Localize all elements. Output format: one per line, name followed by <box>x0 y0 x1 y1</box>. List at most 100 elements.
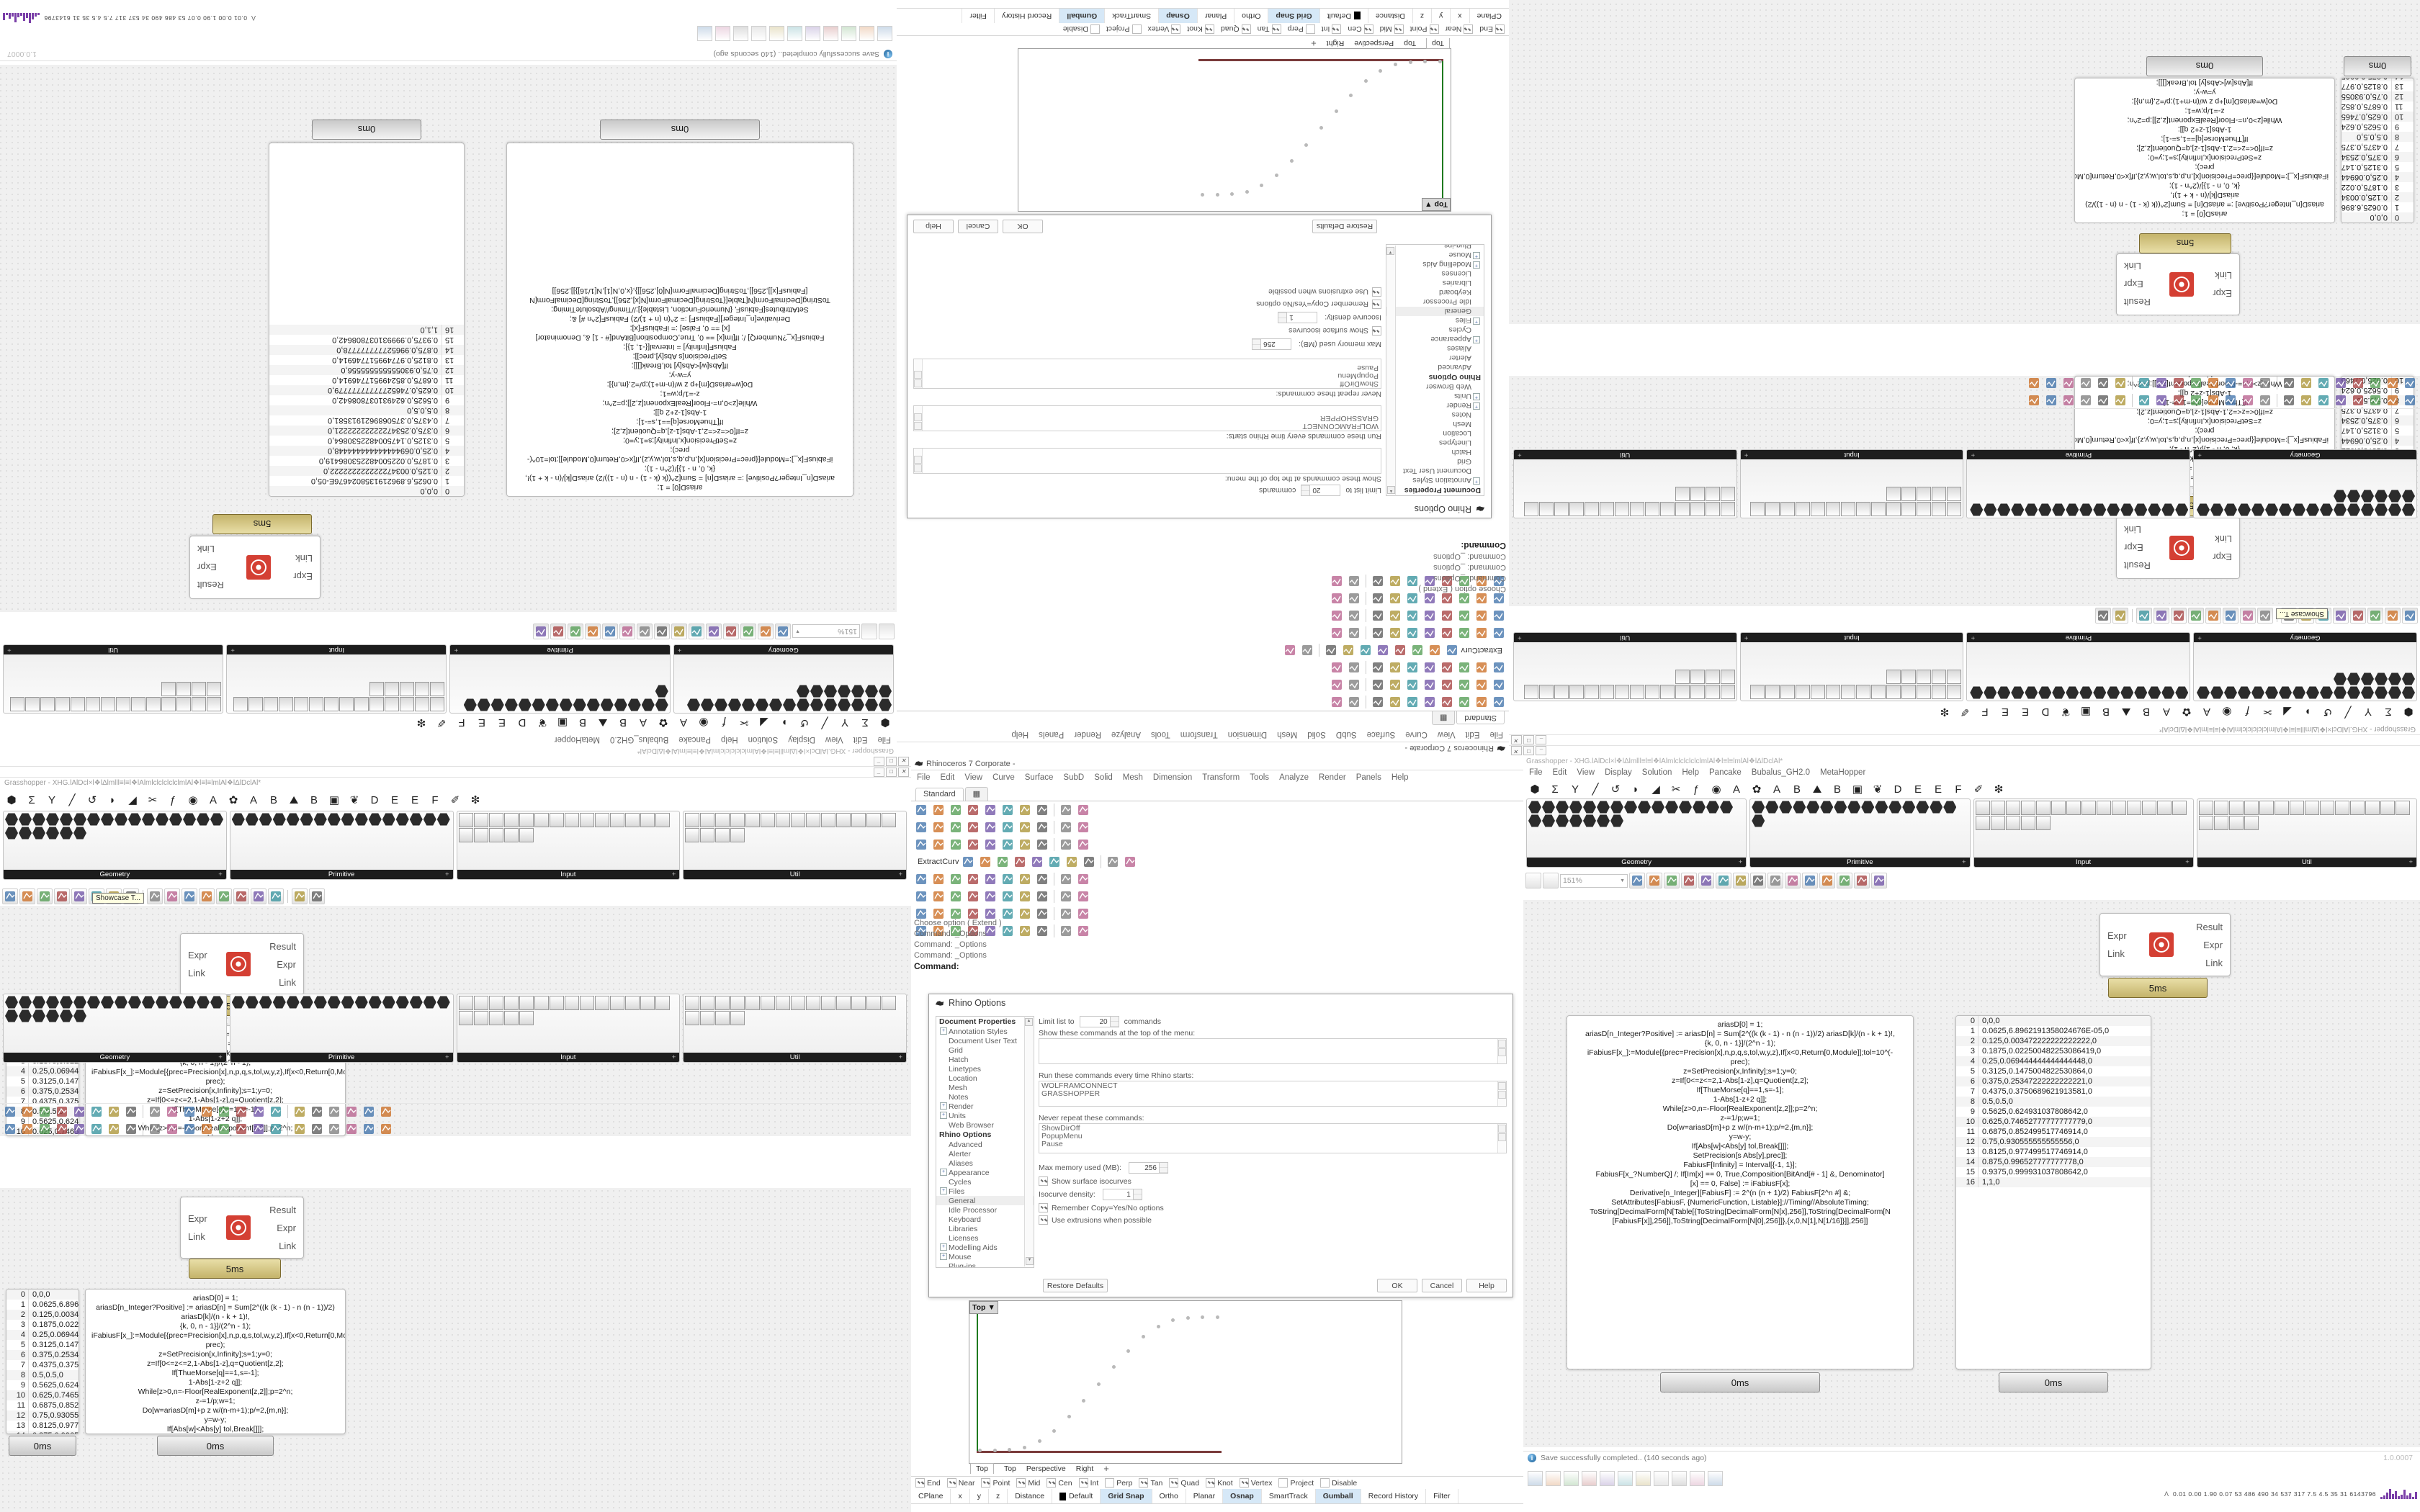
gh-ribbon-tab-10[interactable]: A <box>2203 706 2211 719</box>
gh-component-grid[interactable] <box>457 994 680 1056</box>
gh-component-icon[interactable] <box>1556 801 1569 814</box>
arctic-sphere-icon[interactable] <box>1017 906 1033 922</box>
grasshopper-canvas-toolbar[interactable]: 151% ▼ <box>0 621 897 642</box>
grasshopper-canvas-left-2[interactable]: Expr Link Result Expr Link 5ms ariasD[0]… <box>1509 0 2420 324</box>
save-icon[interactable] <box>948 802 964 818</box>
osnap-checkbox[interactable] <box>1047 1478 1057 1488</box>
gh-component-icon[interactable] <box>1917 502 1932 516</box>
wolfram-expression-component-right[interactable]: Expr Link Result Expr Link <box>2099 913 2231 976</box>
select-arrow-icon[interactable] <box>1017 802 1033 818</box>
osnap-cen[interactable]: Cen <box>1047 1478 1072 1488</box>
osnap-tan[interactable]: Tan <box>1258 24 1281 34</box>
gh-component-icon[interactable] <box>824 685 837 698</box>
gh-ribbon-tab-7[interactable]: ✂ <box>739 716 749 729</box>
open-file-icon[interactable] <box>2 888 18 904</box>
gh-ribbon-tab-18[interactable]: D <box>1894 783 1902 796</box>
menu-item-mesh[interactable]: Mesh <box>1277 730 1298 739</box>
menu-item-dimension[interactable]: Dimension <box>1152 773 1193 782</box>
palette-icon[interactable] <box>697 26 712 42</box>
gh-ribbon-tab-10[interactable]: A <box>680 716 688 729</box>
gh-ribbon-tab-1[interactable]: Σ <box>2385 706 2392 719</box>
new-file-icon[interactable] <box>1346 694 1362 710</box>
shaded-sphere-icon[interactable] <box>965 906 981 922</box>
gh-ribbon-tab-4[interactable]: ↺ <box>1610 783 1621 796</box>
gh-component-icon[interactable] <box>1947 685 1962 699</box>
gh-component-icon[interactable] <box>1984 686 1996 699</box>
gh-component-icon[interactable] <box>2347 490 2360 503</box>
upload-icon[interactable] <box>689 624 704 639</box>
osnap-checkbox[interactable] <box>1305 24 1315 34</box>
menu-item-panels[interactable]: Panels <box>1039 730 1065 739</box>
gh-menu-item-pancake[interactable]: Pancake <box>678 735 711 744</box>
gh-component-icon[interactable] <box>245 813 259 826</box>
close-icon[interactable]: ✕ <box>898 756 909 766</box>
status-toggle-record-history[interactable]: Record History <box>993 9 1059 23</box>
osnap-point[interactable]: Point <box>981 1478 1010 1488</box>
gh-component-icon[interactable] <box>2120 686 2133 699</box>
gh-component-icon[interactable] <box>624 996 640 1010</box>
osnap-checkbox[interactable] <box>981 1478 991 1488</box>
gh-component-icon[interactable] <box>1886 502 1901 516</box>
viewport-tab-3[interactable]: Right <box>1075 1464 1094 1473</box>
gh-category-util[interactable]: Util + <box>1513 632 1737 701</box>
gh-component-icon[interactable] <box>1569 801 1582 814</box>
app-icon[interactable] <box>1672 1470 1687 1486</box>
gh-component-icon[interactable] <box>341 996 354 1009</box>
open-file-icon[interactable] <box>1329 677 1345 693</box>
gh-component-icon[interactable] <box>2388 503 2401 516</box>
gh-menu-item-bubalus-gh2-0[interactable]: Bubalus_GH2.0 <box>610 735 669 744</box>
gh-menu-item-pancake[interactable]: Pancake <box>1709 768 1742 777</box>
gh-component-icon[interactable] <box>2120 503 2133 516</box>
gh-component-icon[interactable] <box>60 1009 73 1022</box>
gh-component-icon[interactable] <box>192 697 207 711</box>
gh-component-icon[interactable] <box>1970 503 1983 516</box>
gh-component-icon[interactable] <box>519 1011 534 1025</box>
gh-component-icon[interactable] <box>436 996 450 1009</box>
gh-component-icon[interactable] <box>10 697 25 711</box>
gh-component-icon[interactable] <box>1569 685 1584 699</box>
gh-component-icon[interactable] <box>1538 685 1554 699</box>
gh-component-icon[interactable] <box>183 813 196 826</box>
gh-category-expand-icon[interactable]: + <box>2408 858 2413 866</box>
gh-component-icon[interactable] <box>2320 503 2333 516</box>
gh-ribbon-tab-11[interactable]: ✿ <box>228 794 238 806</box>
gh-component-icon[interactable] <box>60 813 73 826</box>
document-icon[interactable] <box>1767 873 1783 888</box>
output-port-result[interactable]: Result <box>269 1204 296 1215</box>
gh-component-icon[interactable] <box>1752 801 1765 814</box>
close-icon[interactable]: ✕ <box>1511 735 1522 745</box>
gh-category-input[interactable]: Input + <box>1739 632 1964 701</box>
osnap-checkbox[interactable] <box>1429 24 1439 34</box>
gh-component-icon[interactable] <box>1793 801 1806 814</box>
gh-ribbon-tab-0[interactable]: ⬢ <box>6 794 17 806</box>
gh-ribbon-tab-14[interactable]: ⛰ <box>598 716 608 729</box>
pink-box-icon[interactable] <box>2171 608 2187 624</box>
gh-component-icon[interactable] <box>1599 685 1614 699</box>
bake-icon[interactable] <box>1664 873 1680 888</box>
gh-component-icon[interactable] <box>2066 801 2081 815</box>
open-file-icon[interactable] <box>1075 837 1091 852</box>
options-item-notes[interactable]: Notes <box>1451 410 1471 420</box>
point-icon[interactable] <box>931 819 946 835</box>
gh-component-icon[interactable] <box>700 813 715 827</box>
gh-component-grid[interactable] <box>674 651 893 713</box>
tree-scrollbar[interactable]: ▲ ▼ <box>1024 1017 1034 1266</box>
preview-off-icon[interactable] <box>251 888 266 904</box>
gh-ribbon-tab-23[interactable]: ❇ <box>1994 783 2004 796</box>
gh-component-icon[interactable] <box>1624 801 1637 814</box>
input-port-link[interactable]: Link <box>2215 534 2232 544</box>
gh-component-icon[interactable] <box>836 813 851 827</box>
viewport-tab-strip[interactable]: Top Top Perspective Right + <box>1311 38 1450 49</box>
new-file-icon[interactable] <box>1058 819 1074 835</box>
gh-component-icon[interactable] <box>1970 686 1983 699</box>
line-icon[interactable] <box>344 1121 359 1137</box>
output-port-result[interactable]: Result <box>2124 297 2151 308</box>
gh-component-grid[interactable] <box>1974 799 2193 861</box>
dimension-icon[interactable] <box>1456 608 1472 624</box>
gh-component-icon[interactable] <box>2293 686 2305 699</box>
new-file-icon[interactable] <box>1346 573 1362 589</box>
gh-component-icon[interactable] <box>415 682 430 696</box>
osnap-checkbox[interactable] <box>1090 24 1100 34</box>
gh-component-icon[interactable] <box>368 996 382 1009</box>
osnap-mid[interactable]: Mid <box>1380 24 1404 34</box>
